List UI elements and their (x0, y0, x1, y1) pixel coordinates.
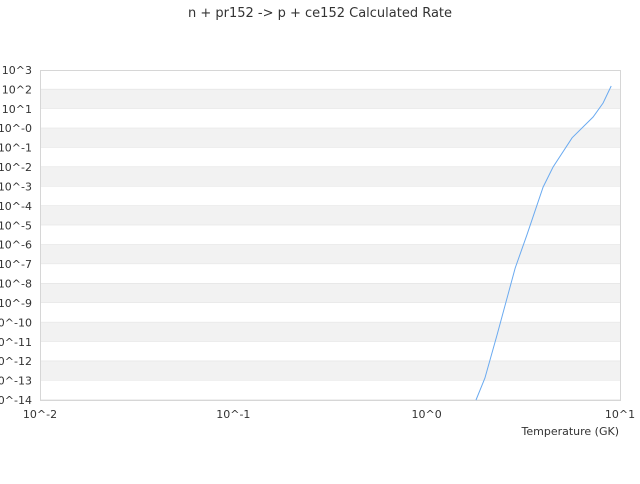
grid-band (40, 167, 620, 187)
y-tick-label: 10^-3 (0, 180, 32, 193)
series-line (475, 85, 612, 401)
y-tick-label: 10^-8 (0, 278, 32, 291)
grid-band (40, 70, 620, 90)
grid-bands (40, 70, 620, 401)
plot-frame (40, 70, 621, 401)
x-tick-labels: 10^-2 10^-1 10^0 10^1 (23, 408, 635, 421)
grid-band (40, 302, 620, 323)
series-lines (475, 85, 612, 401)
x-tick-label: 10^-2 (23, 408, 57, 421)
y-tick-label: 10^1 (2, 103, 32, 116)
grid-band (40, 322, 620, 342)
y-tick-label: 10^2 (2, 83, 32, 96)
grid-band (40, 205, 620, 226)
x-axis-label: Temperature (GK) (521, 425, 620, 438)
grid-band (40, 186, 620, 206)
y-tick-label: 10^-0 (0, 122, 32, 135)
y-tick-label: 10^-11 (0, 336, 32, 349)
x-tick-label: 10^-1 (216, 408, 250, 421)
grid-band (40, 264, 620, 284)
y-tick-label: 10^-14 (0, 394, 32, 407)
grid-band (40, 244, 620, 265)
y-tick-label: 10^-9 (0, 297, 32, 310)
y-tick-label: 10^-2 (0, 161, 32, 174)
grid-band (40, 108, 620, 129)
grid-band (40, 283, 620, 303)
y-tick-labels: 10^3 10^2 10^1 10^-0 10^-1 10^-2 10^-3 10^-4 10^… (0, 64, 32, 407)
grid-band (40, 341, 620, 362)
y-tick-label: 10^-13 (0, 375, 32, 388)
grid-band (40, 380, 620, 400)
grid-band (40, 89, 620, 109)
grid-band (40, 147, 620, 168)
y-tick-label: 10^-5 (0, 219, 32, 232)
y-tick-label: 10^-4 (0, 200, 32, 213)
grid-band (40, 128, 620, 148)
y-tick-label: 10^-7 (0, 258, 32, 271)
x-tick-label: 10^1 (605, 408, 635, 421)
y-tick-label: 10^-6 (0, 239, 32, 252)
y-tick-label: 10^-12 (0, 355, 32, 368)
x-tick-label: 10^0 (412, 408, 442, 421)
grid-band (40, 225, 620, 245)
y-tick-label: 10^-1 (0, 142, 32, 155)
grid-band (40, 361, 620, 381)
y-tick-label: 10^3 (2, 64, 32, 77)
y-tick-label: 10^-10 (0, 316, 32, 329)
chart-title: n + pr152 -> p + ce152 Calculated Rate (188, 6, 452, 21)
